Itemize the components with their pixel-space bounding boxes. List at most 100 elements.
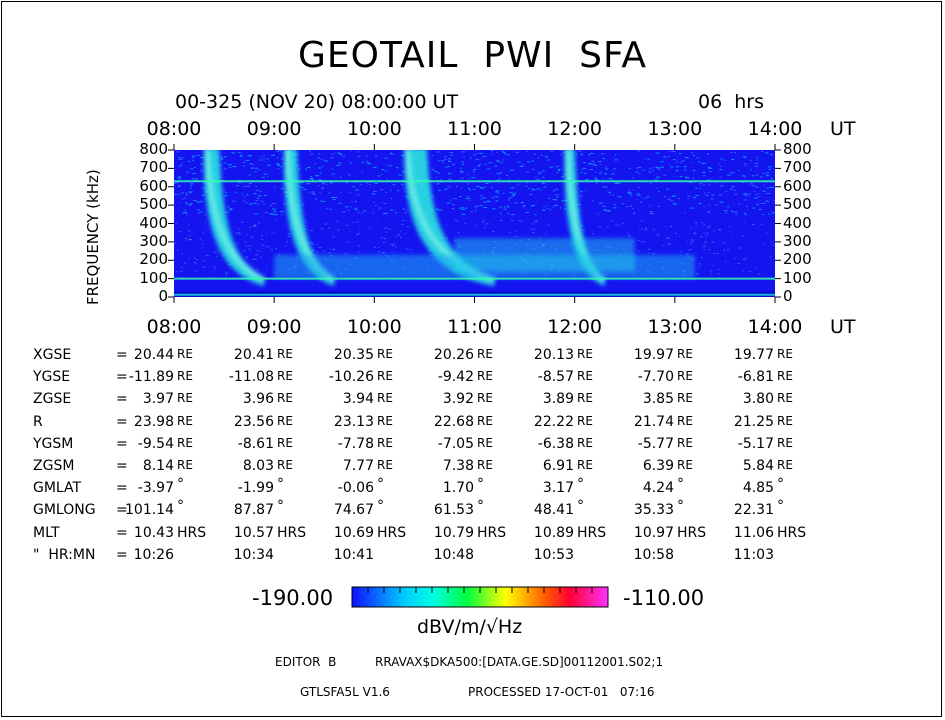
ephemeris-value: 19.77	[733, 347, 774, 363]
y-tick-left: 700	[139, 158, 168, 177]
ephemeris-unit: °	[277, 498, 284, 515]
colorbar-min-label: -190.00	[252, 586, 334, 610]
ephemeris-value: 4.24	[642, 480, 674, 497]
y-tick-left: 300	[139, 231, 168, 250]
ephemeris-unit: RE	[477, 435, 493, 450]
ephemeris-value: -11.08	[228, 369, 274, 386]
colorbar-unit-label: dBV/m/√Hz	[417, 616, 523, 638]
ephemeris-value: 11:03	[733, 546, 774, 563]
ephemeris-value: -6.81	[737, 369, 774, 386]
ephemeris-unit: RE	[277, 391, 293, 406]
ephemeris-value: 3.94	[342, 391, 374, 408]
ephemeris-unit: RE	[277, 369, 293, 384]
x-tick-top: 12:00	[547, 118, 603, 140]
ephemeris-value: 20.26	[433, 347, 474, 363]
ephemeris-unit: RE	[677, 347, 693, 361]
ephemeris-unit: HRS	[377, 524, 407, 541]
duration-label: 06 hrs	[698, 91, 765, 113]
ephemeris-value: 23.98	[133, 413, 174, 430]
ephemeris-row-label: GMLONG	[33, 502, 96, 519]
ephemeris-unit: RE	[377, 347, 393, 361]
chart-title: GEOTAIL PWI SFA	[297, 35, 648, 76]
ephemeris-unit: RE	[177, 369, 193, 384]
x-axis-unit-top: UT	[830, 118, 856, 140]
ephemeris-value: 10.97	[633, 524, 674, 541]
ephemeris-row-label: YGSE	[33, 369, 71, 386]
ephemeris-value: -1.99	[237, 480, 274, 497]
type-iii-burst	[404, 150, 495, 286]
ephemeris-value: 10.69	[333, 524, 374, 541]
y-tick-left: 100	[139, 268, 168, 287]
x-tick-top: 10:00	[346, 118, 402, 140]
chart-subtitle: 00-325 (NOV 20) 08:00:00 UT	[175, 91, 459, 113]
ephemeris-value: 61.53	[433, 502, 474, 519]
footer-path: RRAVAX$DKA500:[DATA.GE.SD]00112001.S02;1	[375, 655, 664, 669]
type-iii-burst	[203, 150, 265, 286]
ephemeris-row-label: ZGSE	[33, 391, 72, 408]
ephemeris-value: 22.31	[733, 502, 774, 519]
ephemeris-value: 6.91	[542, 458, 574, 474]
ephemeris-unit: °	[777, 498, 784, 515]
ephemeris-value: 8.03	[242, 458, 274, 474]
ephemeris-unit: °	[677, 476, 684, 493]
ephemeris-value: 10:58	[633, 546, 674, 563]
y-tick-left: 200	[139, 250, 168, 269]
ephemeris-equals: =	[116, 369, 128, 386]
ephemeris-value: 3.97	[142, 391, 174, 408]
ephemeris-equals: =	[116, 458, 128, 474]
x-tick-top: 13:00	[647, 118, 703, 140]
y-tick-right: 700	[783, 158, 812, 177]
ephemeris-unit: RE	[677, 391, 693, 406]
ephemeris-value: 21.74	[633, 413, 674, 430]
x-tick-bottom: 13:00	[647, 316, 703, 338]
ephemeris-unit: RE	[577, 347, 593, 361]
ephemeris-row-label: ZGSM	[33, 458, 75, 474]
ephemeris-value: 20.41	[233, 347, 274, 363]
ephemeris-value: -11.89	[128, 369, 174, 386]
ephemeris-value: 4.85	[742, 480, 774, 497]
ephemeris-unit: °	[377, 476, 384, 493]
ephemeris-value: -7.70	[637, 369, 674, 386]
ephemeris-equals: =	[116, 480, 128, 497]
ephemeris-value: 10:26	[133, 546, 174, 563]
y-tick-right: 500	[783, 195, 812, 214]
ephemeris-value: 35.33	[633, 502, 674, 519]
ephemeris-value: 101.14	[125, 502, 174, 519]
ephemeris-value: 3.96	[242, 391, 274, 408]
ephemeris-value: 23.13	[333, 413, 374, 430]
y-tick-right: 800	[783, 140, 812, 158]
ephemeris-value: 22.22	[533, 413, 574, 430]
y-tick-right: 0	[783, 287, 793, 305]
ephemeris-row-label: " HR:MN	[33, 546, 96, 563]
type-iii-burst	[284, 150, 335, 286]
ephemeris-unit: RE	[177, 391, 193, 406]
ephemeris-value: 7.38	[442, 458, 474, 474]
ephemeris-value: 19.97	[633, 347, 674, 363]
ephemeris-unit: HRS	[277, 524, 307, 541]
ephemeris-row-label: GMLAT	[33, 480, 82, 497]
ephemeris-value: 3.85	[642, 391, 674, 408]
ephemeris-unit: °	[577, 498, 584, 515]
ephemeris-unit: RE	[477, 347, 493, 361]
ephemeris-unit: RE	[677, 413, 693, 428]
ephemeris-row-label: XGSE	[33, 347, 72, 363]
ephemeris-unit: RE	[577, 413, 593, 428]
ephemeris-value: -5.17	[737, 435, 774, 452]
ephemeris-unit: HRS	[777, 524, 807, 541]
y-tick-right: 400	[783, 213, 812, 232]
ephemeris-unit: RE	[377, 369, 393, 384]
y-tick-right: 200	[783, 250, 812, 269]
y-tick-right: 600	[783, 176, 812, 195]
ephemeris-value: -7.05	[437, 435, 474, 452]
x-tick-top: 08:00	[146, 118, 202, 140]
y-tick-left: 400	[139, 213, 168, 232]
plot-axes	[168, 144, 781, 303]
ephemeris-value: 20.44	[133, 347, 174, 363]
ephemeris-unit: °	[177, 498, 184, 515]
ephemeris-value: 87.87	[233, 502, 274, 519]
ephemeris-value: -3.97	[137, 480, 174, 497]
footer-editor: EDITOR B	[275, 655, 337, 669]
ephemeris-unit: HRS	[677, 524, 707, 541]
ephemeris-value: -7.78	[337, 435, 374, 452]
